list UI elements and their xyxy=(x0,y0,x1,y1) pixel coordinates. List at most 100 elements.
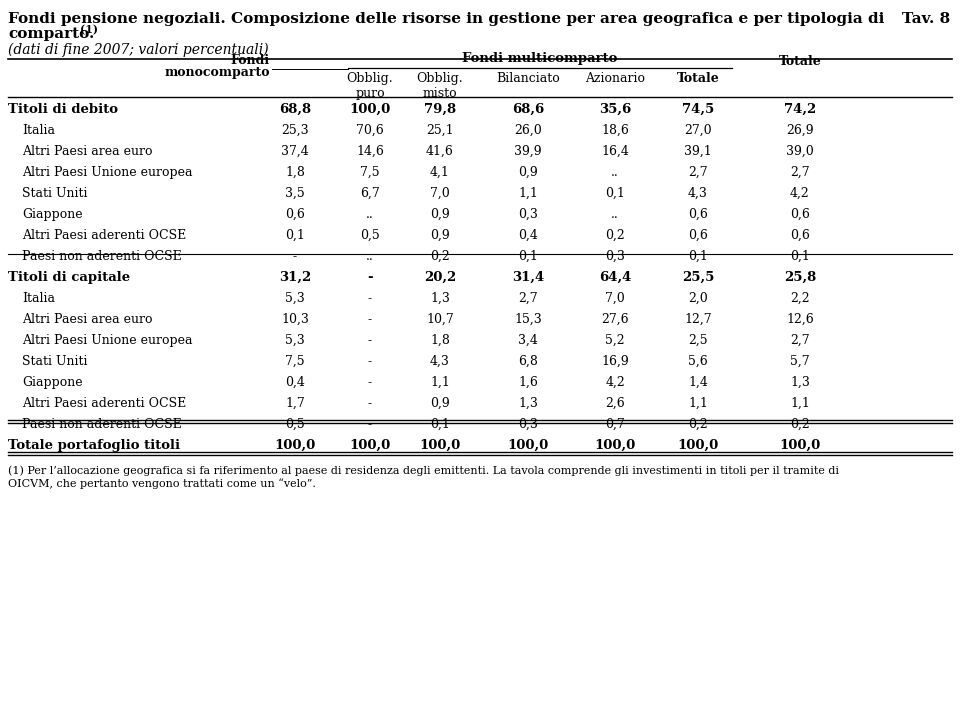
Text: 64,4: 64,4 xyxy=(599,271,631,284)
Text: 1,4: 1,4 xyxy=(688,376,708,389)
Text: 0,3: 0,3 xyxy=(518,418,538,431)
Text: 0,1: 0,1 xyxy=(688,250,708,263)
Text: Fondi pensione negoziali. Composizione delle risorse in gestione per area geogra: Fondi pensione negoziali. Composizione d… xyxy=(8,12,884,26)
Text: monocomparto: monocomparto xyxy=(164,66,270,79)
Text: 25,8: 25,8 xyxy=(784,271,816,284)
Text: Altri Paesi aderenti OCSE: Altri Paesi aderenti OCSE xyxy=(22,397,186,410)
Text: Altri Paesi area euro: Altri Paesi area euro xyxy=(22,313,153,326)
Text: 0,1: 0,1 xyxy=(285,229,305,242)
Text: -: - xyxy=(368,418,372,431)
Text: 0,1: 0,1 xyxy=(605,187,625,200)
Text: -: - xyxy=(293,250,297,263)
Text: ..: .. xyxy=(366,208,373,221)
Text: 2,0: 2,0 xyxy=(688,292,708,305)
Text: 100,0: 100,0 xyxy=(349,439,391,452)
Text: 100,0: 100,0 xyxy=(678,439,719,452)
Text: 5,3: 5,3 xyxy=(285,292,305,305)
Text: -: - xyxy=(368,376,372,389)
Text: 0,6: 0,6 xyxy=(688,229,708,242)
Text: 1,8: 1,8 xyxy=(285,166,305,179)
Text: 25,1: 25,1 xyxy=(426,124,454,137)
Text: (1): (1) xyxy=(80,24,98,35)
Text: 12,7: 12,7 xyxy=(684,313,711,326)
Text: 100,0: 100,0 xyxy=(349,103,391,116)
Text: Paesi non aderenti OCSE: Paesi non aderenti OCSE xyxy=(22,250,181,263)
Text: 4,2: 4,2 xyxy=(605,376,625,389)
Text: 0,1: 0,1 xyxy=(518,250,538,263)
Text: 2,6: 2,6 xyxy=(605,397,625,410)
Text: 0,7: 0,7 xyxy=(605,418,625,431)
Text: 0,9: 0,9 xyxy=(430,397,450,410)
Text: 100,0: 100,0 xyxy=(275,439,316,452)
Text: 4,1: 4,1 xyxy=(430,166,450,179)
Text: 2,7: 2,7 xyxy=(518,292,538,305)
Text: 27,6: 27,6 xyxy=(601,313,629,326)
Text: 2,5: 2,5 xyxy=(688,334,708,347)
Text: 74,5: 74,5 xyxy=(682,103,714,116)
Text: 26,0: 26,0 xyxy=(515,124,541,137)
Text: 0,6: 0,6 xyxy=(688,208,708,221)
Text: 20,2: 20,2 xyxy=(424,271,456,284)
Text: Paesi non aderenti OCSE: Paesi non aderenti OCSE xyxy=(22,418,181,431)
Text: 18,6: 18,6 xyxy=(601,124,629,137)
Text: 1,3: 1,3 xyxy=(518,397,538,410)
Text: 6,7: 6,7 xyxy=(360,187,380,200)
Text: 12,6: 12,6 xyxy=(786,313,814,326)
Text: Italia: Italia xyxy=(22,124,55,137)
Text: -: - xyxy=(368,292,372,305)
Text: (dati di fine 2007; valori percentuali): (dati di fine 2007; valori percentuali) xyxy=(8,43,269,57)
Text: 16,9: 16,9 xyxy=(601,355,629,368)
Text: 0,5: 0,5 xyxy=(285,418,305,431)
Text: 100,0: 100,0 xyxy=(420,439,461,452)
Text: 0,2: 0,2 xyxy=(790,418,810,431)
Text: 4,3: 4,3 xyxy=(688,187,708,200)
Text: 4,3: 4,3 xyxy=(430,355,450,368)
Text: 0,6: 0,6 xyxy=(285,208,305,221)
Text: 2,7: 2,7 xyxy=(688,166,708,179)
Text: Tav. 8: Tav. 8 xyxy=(901,12,950,26)
Text: Totale: Totale xyxy=(779,55,822,68)
Text: Fondi multicomparto: Fondi multicomparto xyxy=(463,52,617,65)
Text: 0,5: 0,5 xyxy=(360,229,380,242)
Text: 79,8: 79,8 xyxy=(424,103,456,116)
Text: Giappone: Giappone xyxy=(22,376,83,389)
Text: 10,7: 10,7 xyxy=(426,313,454,326)
Text: 1,6: 1,6 xyxy=(518,376,538,389)
Text: 1,7: 1,7 xyxy=(285,397,305,410)
Text: 5,6: 5,6 xyxy=(688,355,708,368)
Text: -: - xyxy=(368,334,372,347)
Text: 0,6: 0,6 xyxy=(790,208,810,221)
Text: Totale portafoglio titoli: Totale portafoglio titoli xyxy=(8,439,180,452)
Text: 7,5: 7,5 xyxy=(360,166,380,179)
Text: Azionario: Azionario xyxy=(585,72,645,85)
Text: -: - xyxy=(368,313,372,326)
Text: 15,3: 15,3 xyxy=(515,313,541,326)
Text: 0,4: 0,4 xyxy=(285,376,305,389)
Text: 39,0: 39,0 xyxy=(786,145,814,158)
Text: ..: .. xyxy=(612,166,619,179)
Text: Fondi: Fondi xyxy=(230,54,270,67)
Text: Bilanciato: Bilanciato xyxy=(496,72,560,85)
Text: 0,9: 0,9 xyxy=(430,208,450,221)
Text: 0,1: 0,1 xyxy=(430,418,450,431)
Text: 35,6: 35,6 xyxy=(599,103,631,116)
Text: 39,9: 39,9 xyxy=(515,145,541,158)
Text: Altri Paesi area euro: Altri Paesi area euro xyxy=(22,145,153,158)
Text: Altri Paesi aderenti OCSE: Altri Paesi aderenti OCSE xyxy=(22,229,186,242)
Text: 14,6: 14,6 xyxy=(356,145,384,158)
Text: Titoli di debito: Titoli di debito xyxy=(8,103,118,116)
Text: ..: .. xyxy=(366,250,373,263)
Text: Stati Uniti: Stati Uniti xyxy=(22,187,87,200)
Text: (1) Per l’allocazione geografica si fa riferimento al paese di residenza degli e: (1) Per l’allocazione geografica si fa r… xyxy=(8,465,839,475)
Text: 0,3: 0,3 xyxy=(605,250,625,263)
Text: 25,5: 25,5 xyxy=(682,271,714,284)
Text: 27,0: 27,0 xyxy=(684,124,711,137)
Text: 6,8: 6,8 xyxy=(518,355,538,368)
Text: 2,2: 2,2 xyxy=(790,292,810,305)
Text: 100,0: 100,0 xyxy=(594,439,636,452)
Text: 1,3: 1,3 xyxy=(790,376,810,389)
Text: 0,9: 0,9 xyxy=(430,229,450,242)
Text: Stati Uniti: Stati Uniti xyxy=(22,355,87,368)
Text: 100,0: 100,0 xyxy=(780,439,821,452)
Text: 3,4: 3,4 xyxy=(518,334,538,347)
